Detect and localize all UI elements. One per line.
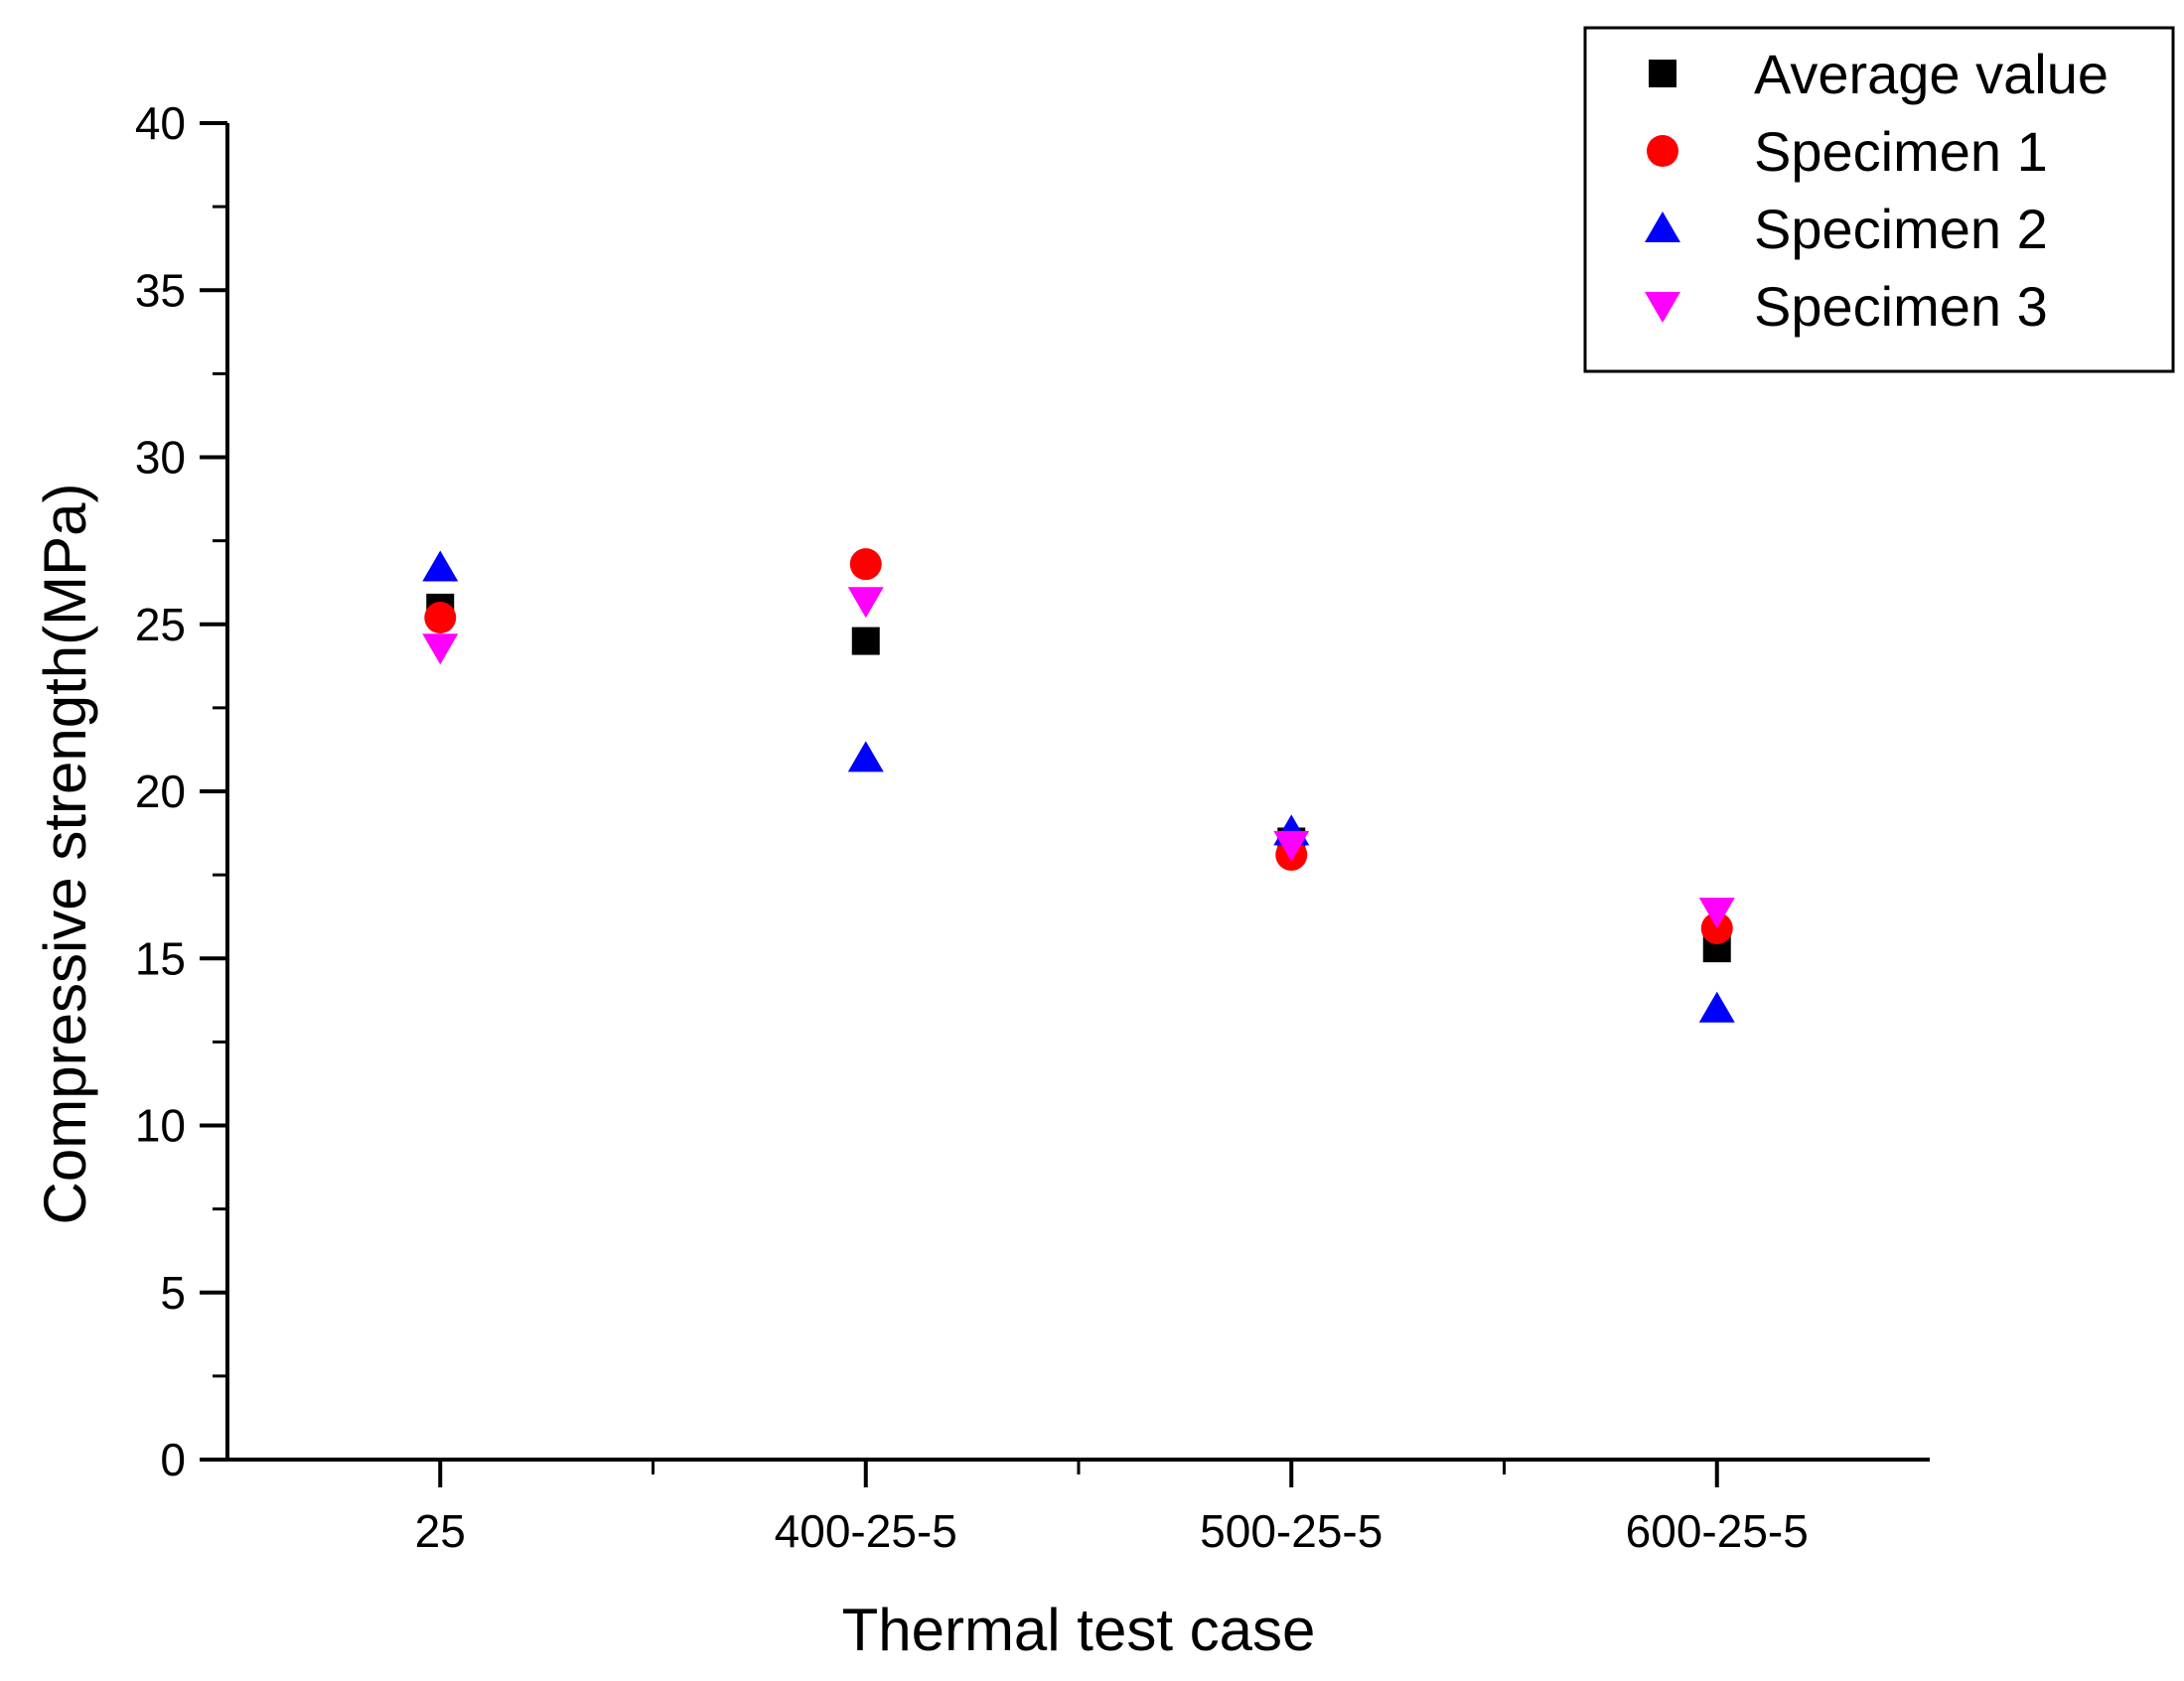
legend-label: Specimen 2 <box>1754 198 2048 260</box>
legend-marker <box>1647 135 1678 167</box>
data-point <box>851 627 880 655</box>
data-point <box>422 550 459 582</box>
y-tick-label: 15 <box>135 932 186 984</box>
series-specimen-3 <box>422 587 1735 929</box>
y-tick-label: 25 <box>135 599 186 650</box>
data-point <box>847 741 884 772</box>
legend-label: Specimen 1 <box>1754 120 2048 183</box>
data-point <box>1698 991 1735 1023</box>
data-point <box>1698 898 1735 929</box>
legend-marker <box>1649 60 1676 87</box>
data-point <box>1273 830 1310 862</box>
x-tick-label: 600-25-5 <box>1626 1505 1809 1557</box>
data-point <box>424 602 457 634</box>
series-specimen-1 <box>424 548 1733 944</box>
legend-marker <box>1645 211 1680 242</box>
x-tick-label: 25 <box>415 1505 466 1557</box>
plot-area: 0 5 10 15 20 25 30 35 40 25 400-25-5 500-25-5 600-2… <box>135 97 1930 1557</box>
y-tick-label: 20 <box>135 766 186 817</box>
y-tick-label: 5 <box>160 1267 186 1319</box>
data-point <box>849 548 882 581</box>
y-tick-label: 40 <box>135 97 186 149</box>
data-point <box>422 633 459 665</box>
y-axis-ticks: 0 5 10 15 20 25 30 35 40 <box>135 97 227 1485</box>
series-average-value <box>426 593 1731 963</box>
legend: Average value Specimen 1 Specimen 2 Specime… <box>1583 26 2175 373</box>
legend-marker <box>1645 292 1680 323</box>
legend-box <box>1583 26 2175 373</box>
y-axis-title: Compressive strength(MPa) <box>32 484 98 1225</box>
x-axis-ticks: 25 400-25-5 500-25-5 600-25-5 <box>415 1460 1809 1557</box>
y-tick-label: 35 <box>135 264 186 316</box>
x-tick-label: 500-25-5 <box>1200 1505 1383 1557</box>
legend-label: Average value <box>1754 43 2109 105</box>
series-specimen-2 <box>422 550 1735 1023</box>
legend-label: Specimen 3 <box>1754 275 2048 338</box>
data-point <box>847 587 884 619</box>
x-axis-title: Thermal test case <box>842 1597 1316 1663</box>
y-tick-label: 10 <box>135 1100 186 1152</box>
y-tick-label: 30 <box>135 432 186 484</box>
y-tick-label: 0 <box>160 1434 186 1485</box>
data-points <box>422 548 1735 1023</box>
x-tick-label: 400-25-5 <box>775 1505 957 1557</box>
